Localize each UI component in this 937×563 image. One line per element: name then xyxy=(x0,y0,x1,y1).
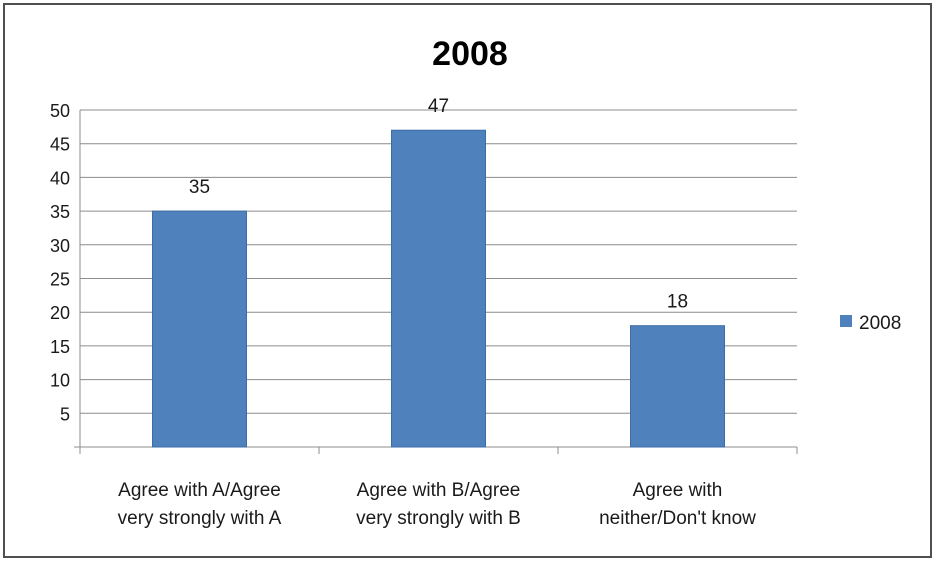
category-label: Agree with B/Agree xyxy=(357,480,521,501)
legend-swatch-2008 xyxy=(840,315,852,327)
y-tick-label: 35 xyxy=(50,202,70,222)
category-label: Agree with A/Agree xyxy=(118,480,281,501)
legend: 2008 xyxy=(840,313,901,334)
y-tick-label: 40 xyxy=(50,168,70,188)
chart-title: 2008 xyxy=(432,35,508,73)
legend-label-2008: 2008 xyxy=(859,313,901,334)
data-labels: 35 47 18 xyxy=(189,96,688,312)
bars xyxy=(152,129,725,448)
y-tick-label: 50 xyxy=(50,101,70,121)
category-label: neither/Don't know xyxy=(599,508,756,529)
category-labels: Agree with A/Agree very strongly with A Ag… xyxy=(118,480,756,529)
y-tick-label: 25 xyxy=(50,270,70,290)
y-tick-label: 20 xyxy=(50,303,70,323)
y-tick-label: 30 xyxy=(50,236,70,256)
y-tick-label: 15 xyxy=(50,337,70,357)
category-label: very strongly with B xyxy=(356,508,521,529)
bar-value-label: 35 xyxy=(189,177,210,198)
bar xyxy=(152,210,247,448)
category-label: Agree with xyxy=(633,480,723,501)
category-label: very strongly with A xyxy=(118,508,282,529)
y-tick-label: 10 xyxy=(50,371,70,391)
bar xyxy=(630,325,725,448)
bar-value-label: 47 xyxy=(428,96,449,117)
bar-value-label: 18 xyxy=(667,292,688,313)
y-tick-label: 5 xyxy=(60,404,70,424)
bar xyxy=(391,129,486,448)
y-tick-label: 45 xyxy=(50,135,70,155)
axes: 5 10 15 20 25 30 35 40 45 50 xyxy=(50,101,798,454)
